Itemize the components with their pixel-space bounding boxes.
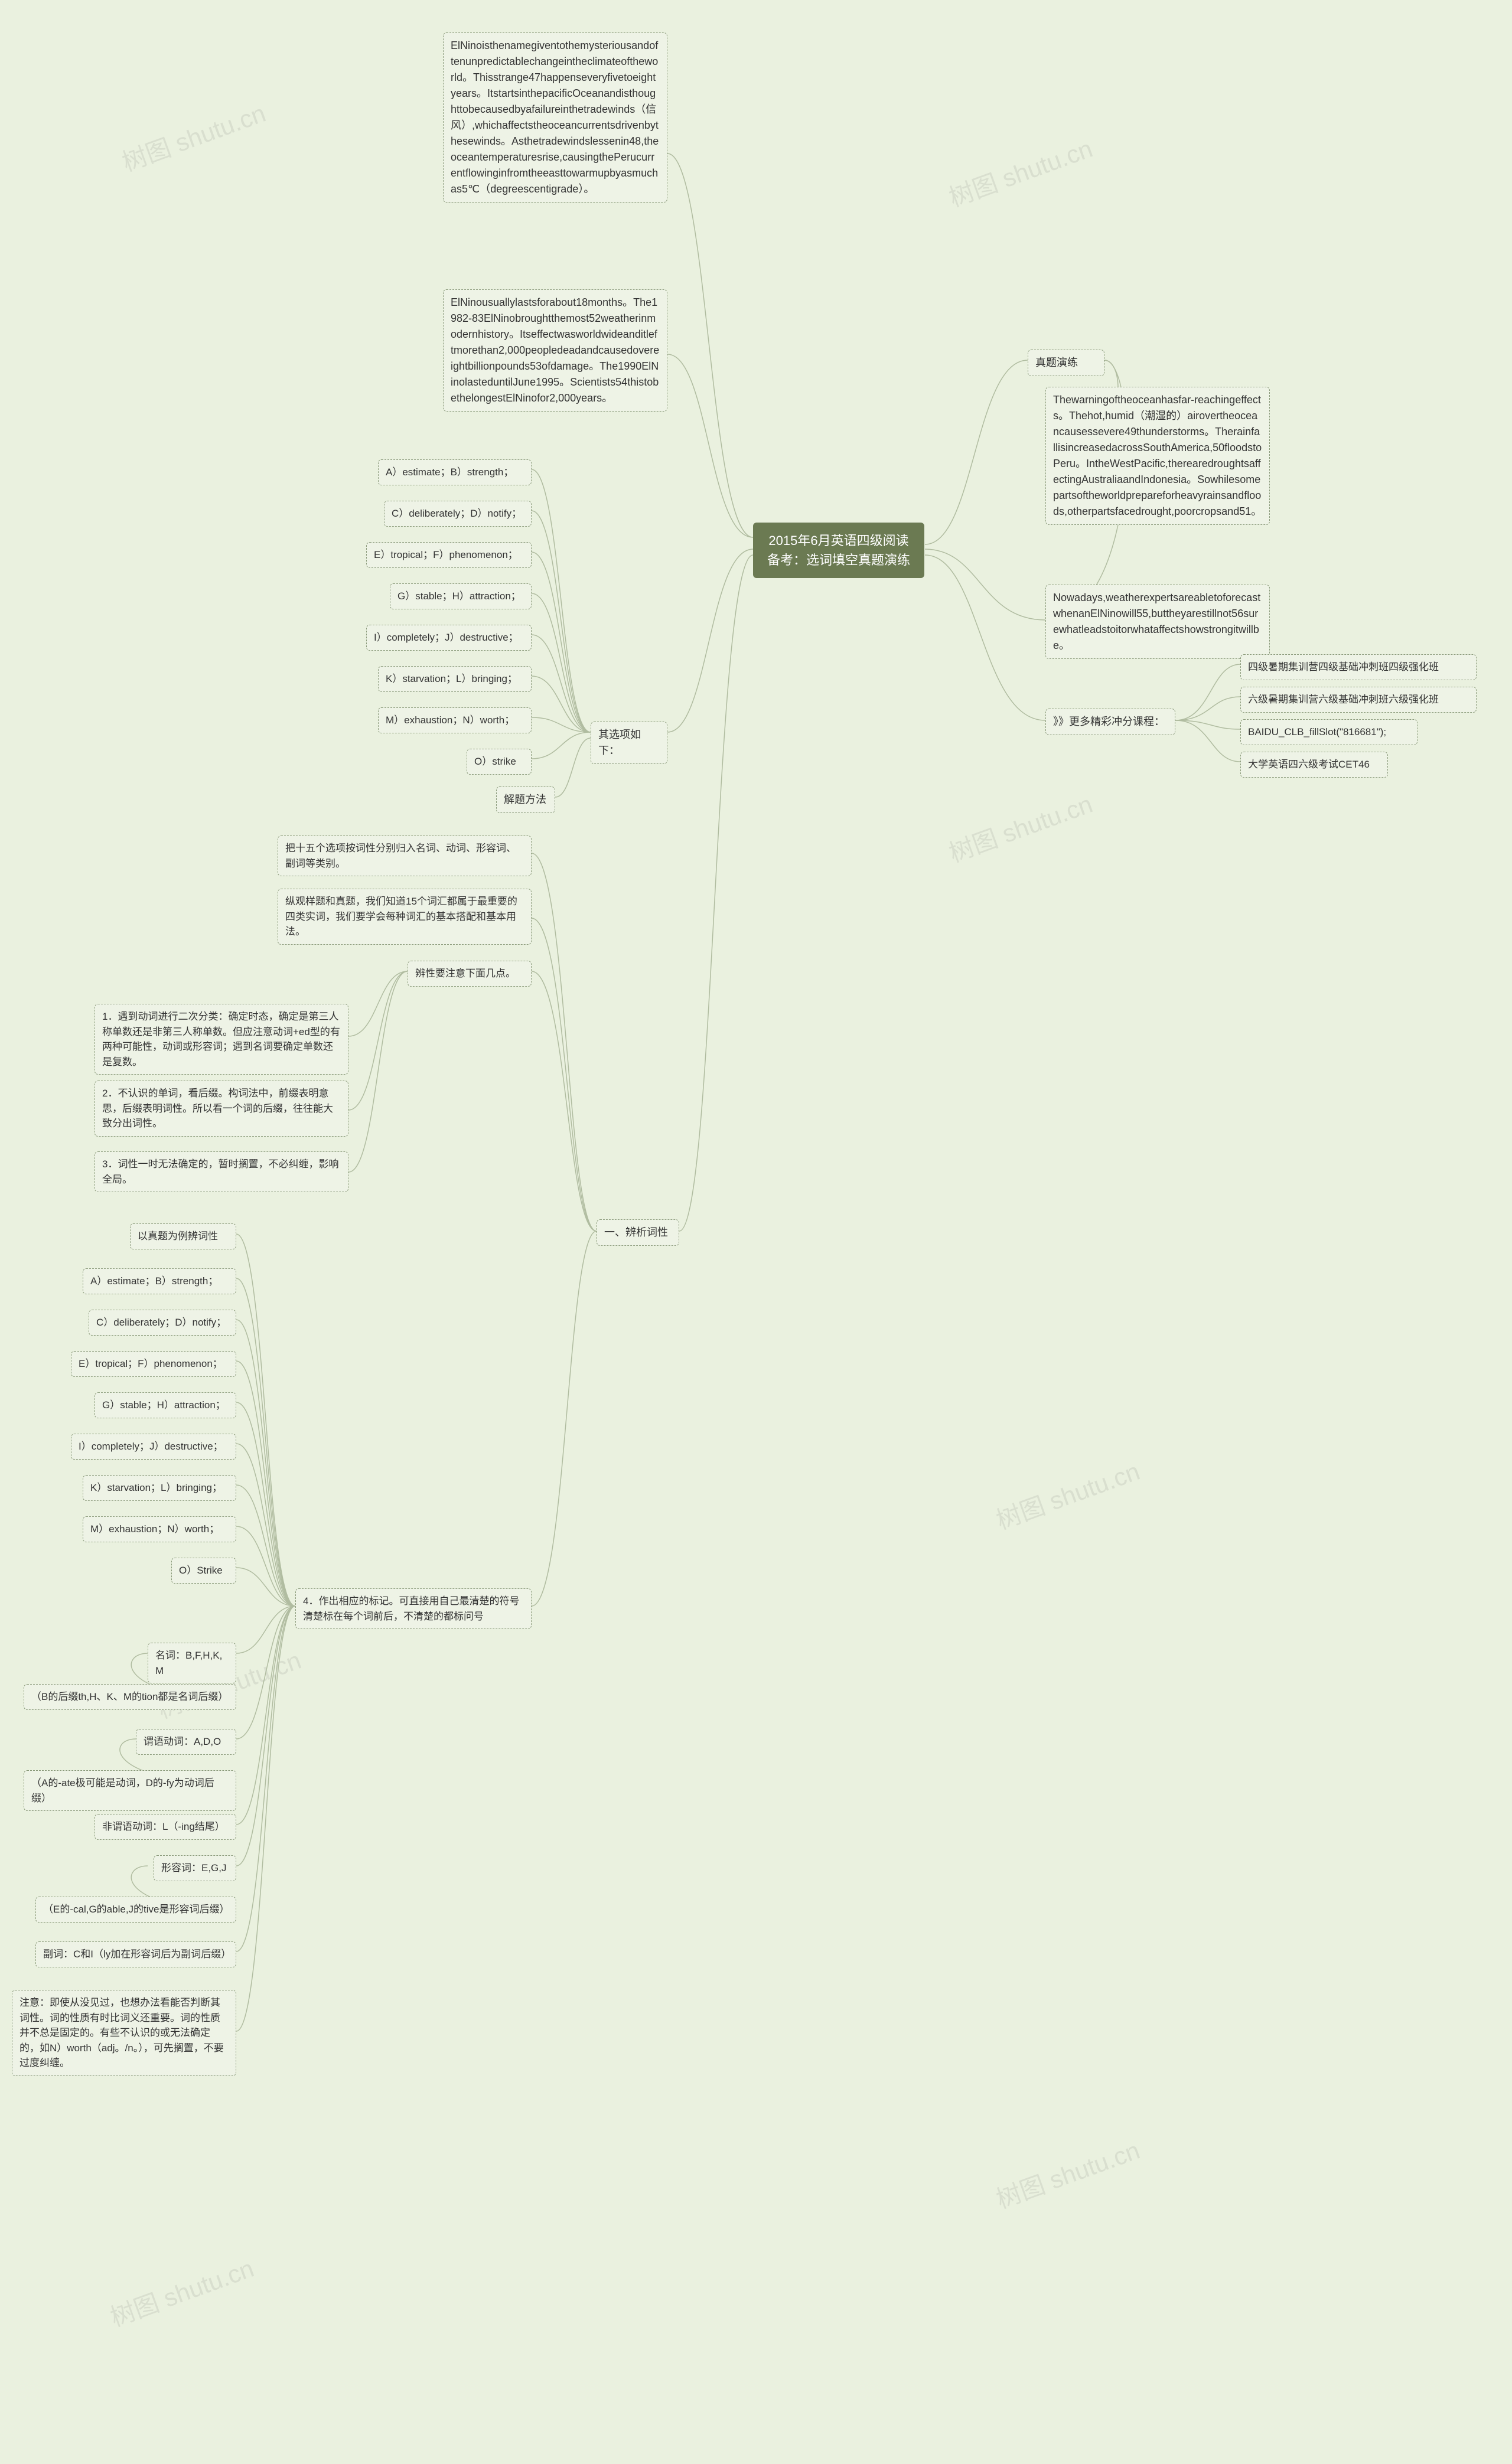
practice-label: 真题演练	[1028, 350, 1104, 376]
passage-para3: Thewarningoftheoceanhasfar-reachingeffec…	[1045, 387, 1270, 525]
cat-verb: 谓语动词：A,D,O	[136, 1729, 236, 1755]
analysis-note: 注意：即使从没见过，也想办法看能否判断其词性。词的性质有时比词义还重要。词的性质…	[12, 1990, 236, 2076]
ex-opt-a: A）estimate；B）strength；	[83, 1268, 236, 1294]
option-a: A）estimate；B）strength；	[378, 459, 532, 485]
ex-opt-c: C）deliberately；D）notify；	[89, 1310, 236, 1336]
cat-adj: 形容词：E,G,J	[154, 1855, 236, 1881]
course-2: 六级暑期集训营六级基础冲刺班六级强化班	[1240, 687, 1477, 713]
more-courses-label: 》》更多精彩冲分课程：	[1045, 709, 1175, 735]
analysis-point1: 1．遇到动词进行二次分类：确定时态，确定是第三人称单数还是非第三人称单数。但应注…	[94, 1004, 348, 1075]
analysis-intro3: 辨性要注意下面几点。	[408, 961, 532, 987]
watermark: 树图 shutu.cn	[116, 93, 270, 178]
watermark: 树图 shutu.cn	[990, 1451, 1144, 1536]
example-label: 以真题为例辨词性	[130, 1223, 236, 1249]
course-1: 四级暑期集训营四级基础冲刺班四级强化班	[1240, 654, 1477, 680]
ex-opt-e: E）tropical；F）phenomenon；	[71, 1351, 236, 1377]
ex-opt-m: M）exhaustion；N）worth；	[83, 1516, 236, 1542]
root-line1: 2015年6月英语四级阅读	[764, 531, 914, 550]
ex-opt-o: O）Strike	[171, 1558, 236, 1584]
analysis-intro1: 把十五个选项按词性分别归入名词、动词、形容词、副词等类别。	[278, 836, 532, 876]
watermark: 树图 shutu.cn	[943, 129, 1097, 214]
cat-adj-note: （E的-cal,G的able,J的tive是形容词后缀）	[35, 1897, 236, 1923]
watermark: 树图 shutu.cn	[105, 2248, 258, 2334]
analysis-point4: 4．作出相应的标记。可直接用自己最清楚的符号清楚标在每个词前后，不清楚的都标问号	[295, 1588, 532, 1629]
passage-para2: ElNinousuallylastsforabout18months。The19…	[443, 289, 667, 412]
option-g: G）stable；H）attraction；	[390, 583, 532, 609]
cat-noun: 名词：B,F,H,K,M	[148, 1643, 236, 1683]
ex-opt-k: K）starvation；L）bringing；	[83, 1475, 236, 1501]
option-c: C）deliberately；D）notify；	[384, 501, 532, 527]
analysis-point3: 3．词性一时无法确定的，暂时搁置，不必纠缠，影响全局。	[94, 1151, 348, 1192]
ex-opt-g: G）stable；H）attraction；	[94, 1392, 236, 1418]
analysis-point2: 2．不认识的单词，看后缀。构词法中，前缀表明意思，后缀表明词性。所以看一个词的后…	[94, 1081, 348, 1137]
option-o: O）strike	[467, 749, 532, 775]
course-3: BAIDU_CLB_fillSlot("816681");	[1240, 719, 1418, 745]
ex-opt-i: I）completely；J）destructive；	[71, 1434, 236, 1460]
cat-nonfinite: 非谓语动词：L（-ing结尾）	[94, 1814, 236, 1840]
passage-para4: Nowadays,weatherexpertsareabletoforecast…	[1045, 585, 1270, 659]
cat-noun-note: （B的后缀th,H、K、M的tion都是名词后缀）	[24, 1684, 236, 1710]
course-4: 大学英语四六级考试CET46	[1240, 752, 1388, 778]
option-e: E）tropical；F）phenomenon；	[366, 542, 532, 568]
option-k: K）starvation；L）bringing；	[378, 666, 532, 692]
root-node: 2015年6月英语四级阅读 备考：选词填空真题演练	[753, 523, 924, 578]
watermark: 树图 shutu.cn	[990, 2130, 1144, 2215]
watermark: 树图 shutu.cn	[943, 784, 1097, 869]
passage-para1: ElNinoisthenamegiventothemysteriousandof…	[443, 32, 667, 203]
options-label: 其选项如下：	[591, 722, 667, 764]
option-m: M）exhaustion；N）worth；	[378, 707, 532, 733]
option-i: I）completely；J）destructive；	[366, 625, 532, 651]
cat-adv: 副词：C和I（ly加在形容词后为副词后缀）	[35, 1941, 236, 1967]
analysis-label: 一、辨析词性	[597, 1219, 679, 1246]
method-label: 解题方法	[496, 786, 555, 813]
root-line2: 备考：选词填空真题演练	[764, 550, 914, 570]
analysis-intro2: 纵观样题和真题，我们知道15个词汇都属于最重要的四类实词，我们要学会每种词汇的基…	[278, 889, 532, 945]
cat-verb-note: （A的-ate极可能是动词，D的-fy为动词后缀）	[24, 1770, 236, 1811]
